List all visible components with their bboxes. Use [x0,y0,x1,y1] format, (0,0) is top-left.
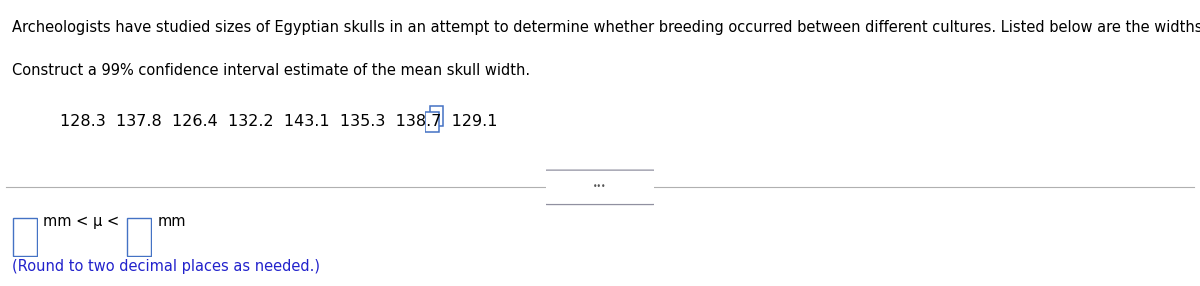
Text: Archeologists have studied sizes of Egyptian skulls in an attempt to determine w: Archeologists have studied sizes of Egyp… [12,20,1200,35]
Text: Construct a 99% confidence interval estimate of the mean skull width.: Construct a 99% confidence interval esti… [12,63,530,78]
FancyBboxPatch shape [540,170,660,204]
FancyBboxPatch shape [127,218,151,256]
Text: (Round to two decimal places as needed.): (Round to two decimal places as needed.) [12,259,320,274]
FancyBboxPatch shape [430,106,443,126]
Text: mm: mm [157,214,186,229]
Text: •••: ••• [593,182,607,191]
Text: 128.3  137.8  126.4  132.2  143.1  135.3  138.7  129.1: 128.3 137.8 126.4 132.2 143.1 135.3 138.… [60,114,498,129]
FancyBboxPatch shape [13,218,37,256]
FancyBboxPatch shape [425,112,439,132]
Text: mm < μ <: mm < μ < [43,214,120,229]
